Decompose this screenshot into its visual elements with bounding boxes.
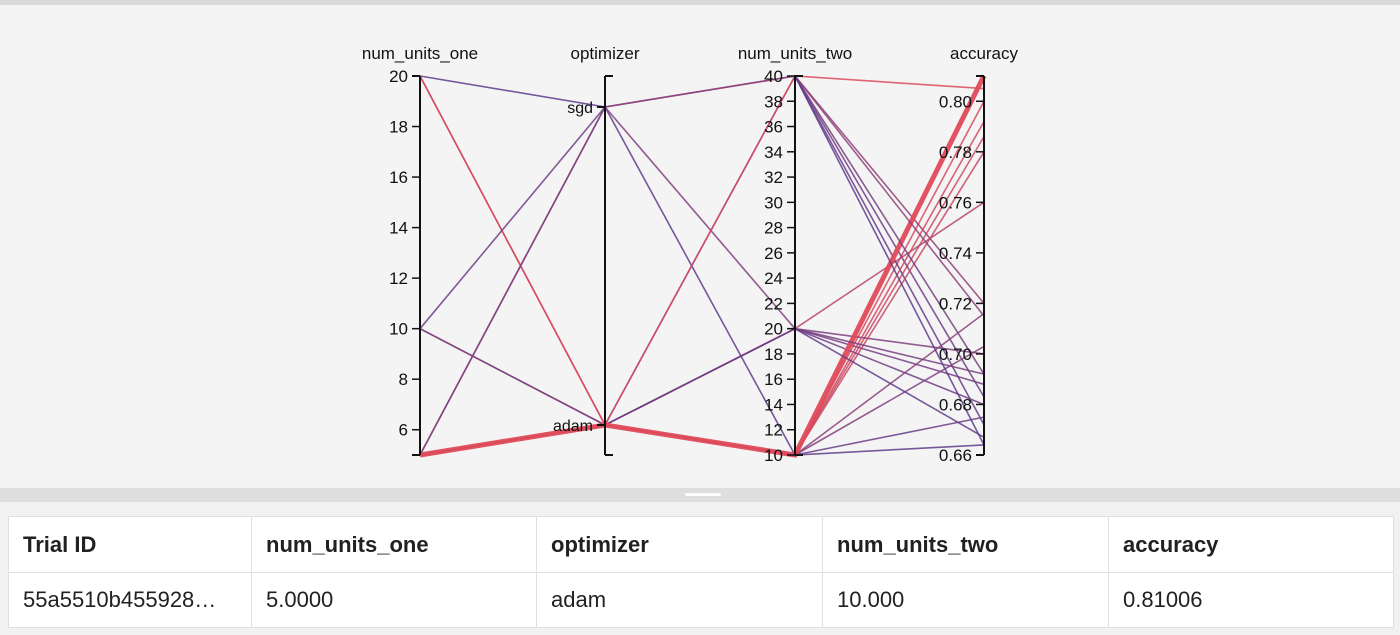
tick-label: 18 <box>389 118 408 137</box>
axes-group: num_units_one 6 8 10 12 14 16 18 20 optimizer sgd a… <box>362 44 1019 465</box>
axis-num-units-one[interactable]: num_units_one 6 8 10 12 14 16 18 20 <box>362 44 478 456</box>
tick-label: 0.80 <box>939 92 972 111</box>
trial-line[interactable] <box>419 327 985 456</box>
tick-label: sgd <box>567 100 593 117</box>
trial-lines <box>419 74 987 458</box>
column-header-num-units-one[interactable]: num_units_one <box>251 516 537 573</box>
tick-label: 32 <box>764 168 783 187</box>
axis-accuracy[interactable]: accuracy 0.66 0.68 0.70 0.72 0.74 0.76 0.78 0.80 <box>939 44 1019 465</box>
tick-label: 26 <box>764 244 783 263</box>
tick-label: 0.74 <box>939 244 972 263</box>
tick-label: 0.68 <box>939 395 972 414</box>
tick-label: 10 <box>389 320 408 339</box>
trials-table: Trial ID num_units_one optimizer num_uni… <box>8 516 1394 628</box>
tick-label: 24 <box>764 269 783 288</box>
axis-title: num_units_one <box>362 44 478 63</box>
trial-line-segment[interactable] <box>794 75 985 446</box>
tick-label: 22 <box>764 294 783 313</box>
tick-label: 18 <box>764 345 783 364</box>
trial-line[interactable] <box>419 74 985 456</box>
tick-label: 6 <box>399 421 408 440</box>
trial-line[interactable] <box>419 75 985 456</box>
column-header-trial-id[interactable]: Trial ID <box>8 516 252 573</box>
tick-label: 30 <box>764 193 783 212</box>
tick-label: 8 <box>399 370 408 389</box>
tick-label: 0.70 <box>939 345 972 364</box>
tick-label: 36 <box>764 118 783 137</box>
tick-label: 40 <box>764 67 783 86</box>
tick-label: 38 <box>764 92 783 111</box>
cell-num-units-two: 10.000 <box>822 572 1109 628</box>
tick-label: 0.78 <box>939 143 972 162</box>
trial-line-segment[interactable] <box>794 416 985 456</box>
resize-handle[interactable] <box>685 493 721 496</box>
tick-label: 0.76 <box>939 193 972 212</box>
cell-accuracy: 0.81006 <box>1108 572 1394 628</box>
column-header-num-units-two[interactable]: num_units_two <box>822 516 1109 573</box>
tick-label: 14 <box>389 219 408 238</box>
column-header-accuracy[interactable]: accuracy <box>1108 516 1394 573</box>
axis-title: accuracy <box>950 44 1019 63</box>
tick-label: 0.66 <box>939 446 972 465</box>
trial-line-segment[interactable] <box>794 328 985 438</box>
axis-optimizer[interactable]: optimizer sgd adam <box>553 44 640 456</box>
tick-label: 20 <box>764 320 783 339</box>
cell-num-units-one: 5.0000 <box>251 572 537 628</box>
trial-line[interactable] <box>419 75 985 456</box>
tick-label: 16 <box>389 168 408 187</box>
tick-label: 16 <box>764 370 783 389</box>
cell-optimizer: adam <box>536 572 823 628</box>
tick-label: 0.72 <box>939 294 972 313</box>
tick-label: 12 <box>764 421 783 440</box>
parallel-coordinates-panel: num_units_one 6 8 10 12 14 16 18 20 optimizer sgd a… <box>0 5 1400 488</box>
axis-num-units-two[interactable]: num_units_two 10 12 14 16 18 20 22 24 26 28 30 32 34 3… <box>738 44 852 465</box>
trial-line-segment[interactable] <box>794 75 985 317</box>
tick-label: 28 <box>764 219 783 238</box>
tick-label: adam <box>553 418 593 435</box>
column-header-optimizer[interactable]: optimizer <box>536 516 823 573</box>
trials-table-area: Trial ID num_units_one optimizer num_uni… <box>0 502 1400 635</box>
axis-title: num_units_two <box>738 44 852 63</box>
table-header-row: Trial ID num_units_one optimizer num_uni… <box>8 516 1394 573</box>
cell-trial-id: 55a5510b455928… <box>8 572 252 628</box>
parallel-coordinates-plot[interactable]: num_units_one 6 8 10 12 14 16 18 20 optimizer sgd a… <box>0 5 1400 488</box>
trial-line[interactable] <box>419 105 985 456</box>
trial-line-segment[interactable] <box>794 327 985 375</box>
tick-label: 10 <box>764 446 783 465</box>
tick-label: 12 <box>389 269 408 288</box>
panel-divider[interactable] <box>0 488 1400 502</box>
table-row[interactable]: 55a5510b455928… 5.0000 adam 10.000 0.810… <box>8 572 1394 628</box>
trial-line[interactable] <box>419 75 985 456</box>
tick-label: 14 <box>764 395 783 414</box>
trial-line[interactable] <box>419 75 985 456</box>
trial-line[interactable] <box>419 75 985 456</box>
tick-label: 34 <box>764 143 783 162</box>
axis-title: optimizer <box>571 44 640 63</box>
trial-line-segment[interactable] <box>794 75 985 375</box>
tick-label: 20 <box>389 67 408 86</box>
top-border <box>0 0 1400 5</box>
trial-line-selected[interactable] <box>419 74 987 458</box>
trial-line[interactable] <box>419 151 985 456</box>
